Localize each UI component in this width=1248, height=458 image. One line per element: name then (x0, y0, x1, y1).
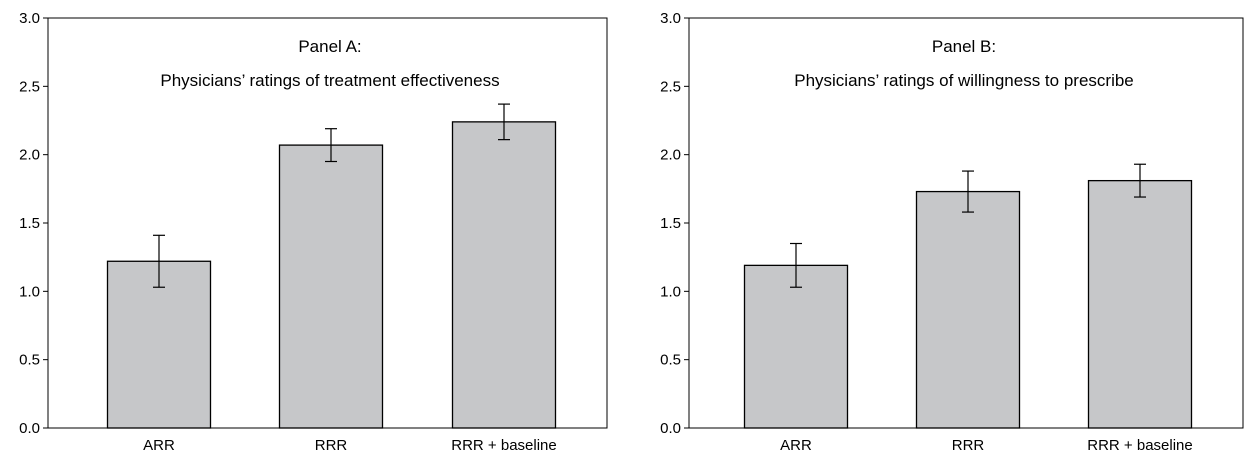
y-tick-label: 3.0 (19, 10, 40, 27)
panel-subtitle: Physicians’ ratings of willingness to pr… (794, 71, 1134, 90)
y-tick-label: 0.5 (660, 352, 681, 369)
y-tick-label: 2.5 (19, 78, 40, 95)
y-axis-ticks: 0.0 0.5 1.0 1.5 2.0 2.5 3.0 (660, 10, 689, 437)
x-tick-label: ARR (143, 437, 175, 454)
y-tick-label: 3.0 (660, 10, 681, 27)
y-axis-ticks: 0.0 0.5 1.0 1.5 2.0 2.5 3.0 (19, 10, 48, 437)
y-tick-label: 1.0 (660, 283, 681, 300)
y-tick-label: 0.0 (660, 420, 681, 437)
x-tick-label: RRR + baseline (1087, 437, 1192, 454)
chart-a-svg: 0.0 0.5 1.0 1.5 2.0 2.5 3.0 ARR RRR RRR + baseli… (19, 10, 608, 454)
panel-title: Panel A: (298, 37, 361, 56)
y-tick-label: 2.0 (19, 147, 40, 164)
bars-group (743, 163, 1193, 429)
y-tick-label: 1.5 (19, 215, 40, 232)
bar-rrr (278, 144, 384, 429)
y-tick-label: 2.5 (660, 78, 681, 95)
x-tick-label: ARR (780, 437, 812, 454)
bars-group (106, 103, 557, 429)
x-axis-labels: ARR RRR RRR + baseline (780, 437, 1193, 454)
chart-b-svg: 0.0 0.5 1.0 1.5 2.0 2.5 3.0 ARR RRR RRR + baseli… (660, 10, 1244, 454)
y-tick-label: 1.0 (19, 283, 40, 300)
x-tick-label: RRR (315, 437, 348, 454)
x-axis-labels: ARR RRR RRR + baseline (143, 437, 557, 454)
x-tick-label: RRR + baseline (451, 437, 556, 454)
y-tick-label: 0.0 (19, 420, 40, 437)
chart-panel-a: 0.0 0.5 1.0 1.5 2.0 2.5 3.0 ARR RRR RRR + baseli… (19, 10, 608, 454)
panel-title: Panel B: (932, 37, 996, 56)
bar-rrr-baseline (1087, 179, 1193, 429)
bar-arr (106, 260, 212, 429)
y-tick-label: 0.5 (19, 352, 40, 369)
panel-subtitle: Physicians’ ratings of treatment effecti… (160, 71, 499, 90)
bar-arr (743, 264, 849, 429)
y-tick-label: 2.0 (660, 147, 681, 164)
bar-rrr (915, 190, 1021, 429)
bar-rrr-baseline (451, 121, 557, 429)
x-tick-label: RRR (952, 437, 985, 454)
y-tick-label: 1.5 (660, 215, 681, 232)
chart-panel-b: 0.0 0.5 1.0 1.5 2.0 2.5 3.0 ARR RRR RRR + baseli… (624, 0, 1248, 458)
